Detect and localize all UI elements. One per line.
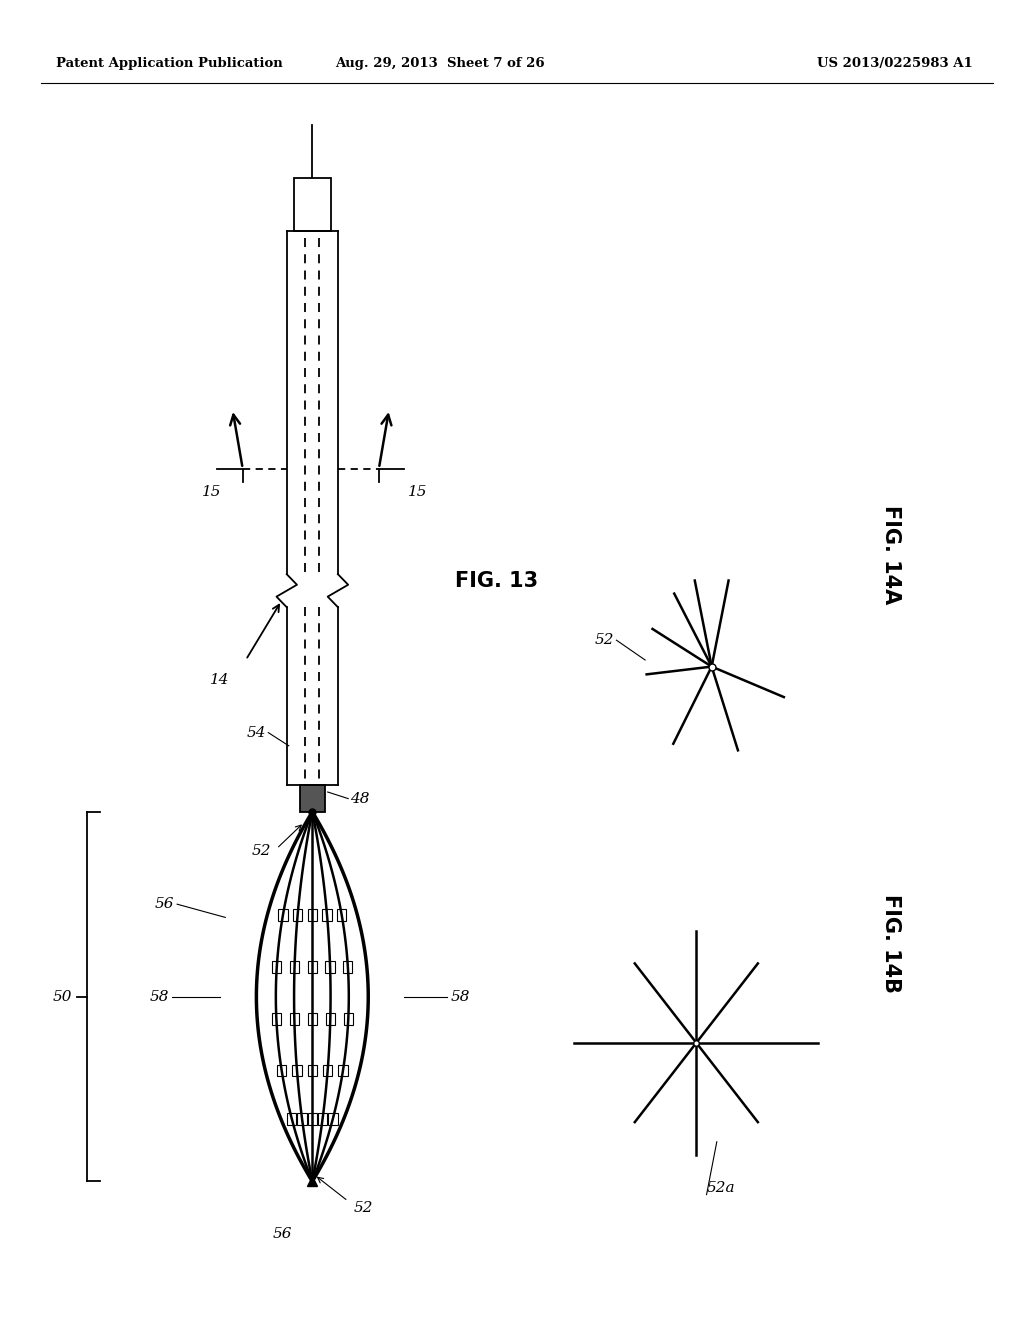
Text: Patent Application Publication: Patent Application Publication (56, 57, 283, 70)
Text: 48: 48 (350, 792, 370, 805)
Bar (278, 1064, 287, 1076)
Text: 56: 56 (155, 898, 174, 911)
Bar (323, 909, 332, 921)
Bar (294, 178, 331, 231)
Bar (323, 1064, 332, 1076)
Text: 52: 52 (353, 1201, 373, 1214)
Text: FIG. 14A: FIG. 14A (881, 504, 901, 605)
Bar (318, 1113, 328, 1125)
Bar (293, 909, 302, 921)
Bar (337, 909, 346, 921)
Text: 50: 50 (52, 990, 72, 1003)
Bar (300, 785, 325, 812)
Text: 52: 52 (595, 634, 614, 647)
Bar (290, 961, 299, 973)
Text: FIG. 13: FIG. 13 (455, 570, 539, 591)
Bar (338, 1064, 347, 1076)
Text: US 2013/0225983 A1: US 2013/0225983 A1 (817, 57, 973, 70)
Bar (279, 909, 288, 921)
Text: 52a: 52a (707, 1180, 735, 1195)
Bar (308, 961, 317, 973)
Text: 15: 15 (202, 486, 222, 499)
Bar (329, 1113, 338, 1125)
Bar (326, 961, 335, 973)
Bar (343, 961, 352, 973)
Bar (326, 1012, 335, 1024)
Text: 52: 52 (252, 845, 271, 858)
Text: FIG. 14B: FIG. 14B (881, 895, 901, 993)
Text: 54: 54 (247, 726, 266, 739)
Bar (272, 961, 282, 973)
Bar (290, 1012, 299, 1024)
Bar (307, 1113, 317, 1125)
Bar (344, 1012, 353, 1024)
Text: 14: 14 (210, 673, 230, 686)
Bar (307, 1064, 317, 1076)
Text: Aug. 29, 2013  Sheet 7 of 26: Aug. 29, 2013 Sheet 7 of 26 (336, 57, 545, 70)
Text: 15: 15 (408, 486, 428, 499)
Text: 58: 58 (150, 990, 169, 1003)
Bar (307, 1012, 317, 1024)
Text: 56: 56 (272, 1228, 292, 1241)
Bar (293, 1064, 302, 1076)
Text: 58: 58 (451, 990, 470, 1003)
Bar (287, 1113, 296, 1125)
Bar (307, 909, 317, 921)
Bar (297, 1113, 306, 1125)
Bar (271, 1012, 281, 1024)
